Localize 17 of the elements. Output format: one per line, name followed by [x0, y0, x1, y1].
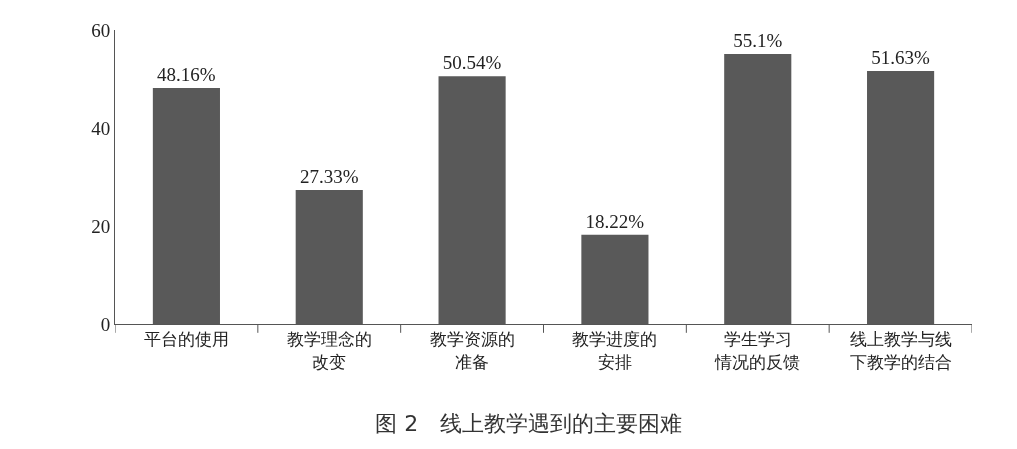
y-tick-label: 40: [91, 117, 111, 139]
y-tick-label: 60: [91, 19, 111, 41]
y-tick-label: 0: [100, 313, 111, 335]
x-tick-label: 教学资源的准备: [429, 329, 515, 372]
x-tick-label: 教学进度的安排: [572, 329, 658, 372]
data-label: 48.16%: [157, 64, 216, 86]
data-label: 50.54%: [442, 52, 502, 74]
data-label: 18.22%: [585, 210, 645, 232]
data-label: 27.33%: [299, 166, 359, 188]
text: 图 2 线上教学遇到的主要困难: [375, 411, 683, 437]
y-tick-label: 20: [91, 215, 111, 237]
x-tick-label: 线上教学与线下教学的结合: [849, 329, 952, 372]
x-tick-label: 学生学习情况的反馈: [714, 329, 801, 372]
x-tick-label: 教学理念的改变: [286, 329, 372, 372]
data-label: 55.1%: [733, 30, 783, 52]
data-label: 51.63%: [871, 47, 930, 69]
x-tick-label: 平台的使用: [143, 329, 229, 350]
